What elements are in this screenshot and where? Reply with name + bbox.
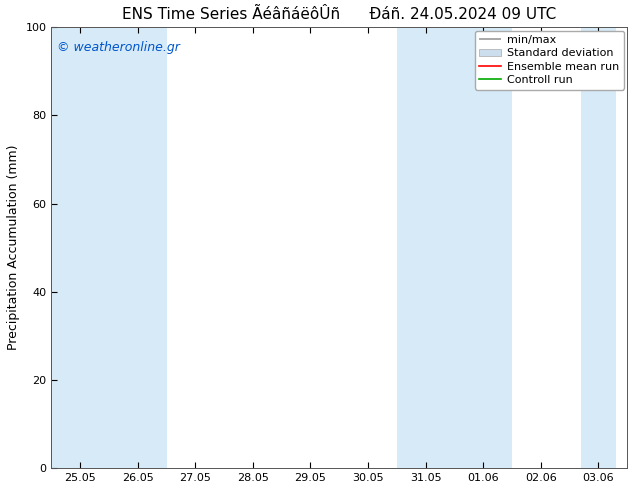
Legend: min/max, Standard deviation, Ensemble mean run, Controll run: min/max, Standard deviation, Ensemble me… bbox=[475, 31, 624, 90]
Bar bbox=[455, 27, 512, 468]
Bar bbox=[109, 27, 167, 468]
Title: ENS Time Series ÃéâñáëôÛñ      Đáñ. 24.05.2024 09 UTC: ENS Time Series ÃéâñáëôÛñ Đáñ. 24.05.202… bbox=[122, 7, 556, 22]
Text: © weatheronline.gr: © weatheronline.gr bbox=[57, 41, 180, 53]
Y-axis label: Precipitation Accumulation (mm): Precipitation Accumulation (mm) bbox=[7, 145, 20, 350]
Bar bbox=[581, 27, 616, 468]
Bar bbox=[397, 27, 455, 468]
Bar bbox=[51, 27, 109, 468]
